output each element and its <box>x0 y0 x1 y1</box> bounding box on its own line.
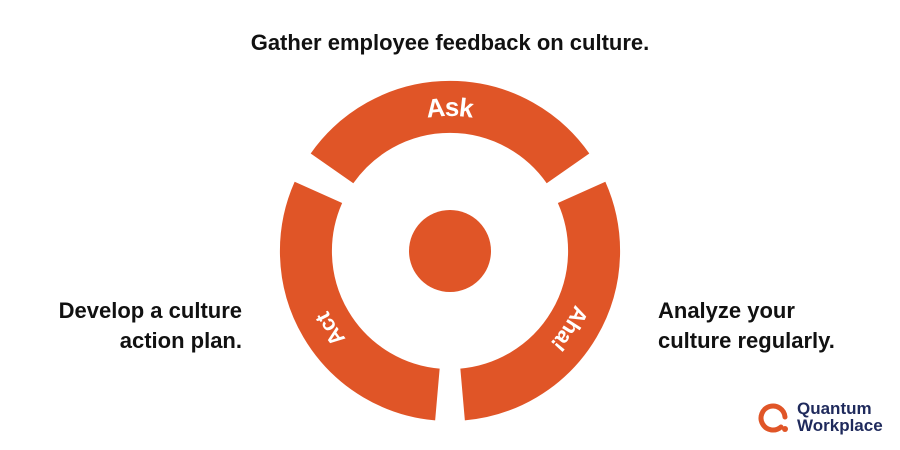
segment-ask <box>310 80 590 184</box>
center-dot <box>409 210 491 292</box>
segment-act <box>279 181 441 421</box>
segment-aha <box>459 181 621 421</box>
caption-aha-line1: Analyze your <box>658 298 795 323</box>
caption-act-line2: action plan. <box>119 328 242 353</box>
caption-aha-line2: culture regularly. <box>658 328 835 353</box>
quantum-workplace-logo: Quantum Workplace <box>757 400 883 434</box>
label-ask: Ask <box>425 92 476 124</box>
caption-act-line1: Develop a culture <box>58 298 242 323</box>
caption-act: Develop a culture action plan. <box>20 296 242 356</box>
logo-line2: Workplace <box>797 416 883 435</box>
caption-aha: Analyze your culture regularly. <box>658 296 888 356</box>
caption-ask: Gather employee feedback on culture. <box>250 30 650 55</box>
logo-q-icon <box>758 403 788 433</box>
logo-line1: Quantum <box>797 399 872 418</box>
